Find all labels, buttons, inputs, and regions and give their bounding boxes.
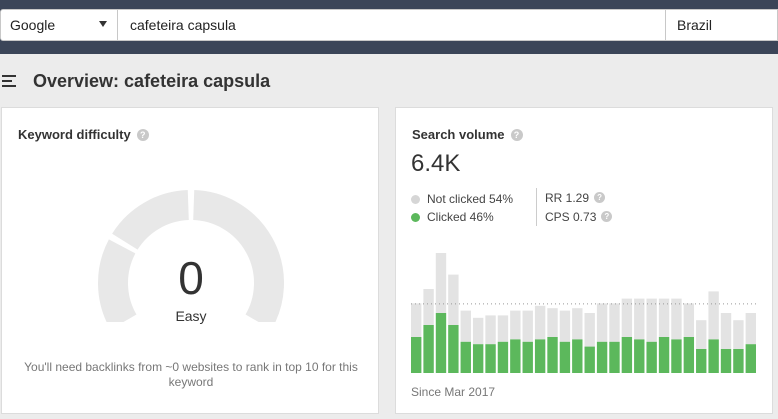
bar-not-clicked [683, 303, 695, 337]
bar-clicked [411, 337, 422, 373]
bar-clicked [696, 349, 707, 373]
bar-clicked [708, 339, 719, 373]
bar-not-clicked [634, 298, 645, 340]
keyword-difficulty-card: Keyword difficulty ? 0 Easy You'll need … [1, 107, 379, 414]
bar-clicked [720, 349, 732, 373]
bar-clicked [497, 341, 509, 373]
legend-clicked: Clicked 46% [411, 210, 494, 224]
bar-not-clicked [708, 291, 719, 340]
bar-clicked [621, 337, 633, 373]
chevron-down-icon[interactable] [99, 21, 107, 27]
bar-not-clicked [584, 313, 595, 347]
bar-not-clicked [510, 310, 521, 340]
bar-not-clicked [720, 313, 732, 349]
keyword-difficulty-title: Keyword difficulty [18, 127, 131, 142]
cps-value: CPS 0.73 [545, 209, 597, 224]
bar-clicked [522, 341, 533, 373]
bar-clicked [472, 344, 484, 373]
click-stats: RR 1.29 ? CPS 0.73 ? [536, 188, 613, 226]
bar-not-clicked [671, 298, 682, 340]
difficulty-score: 0 [178, 252, 204, 304]
difficulty-gauge [98, 190, 284, 322]
search-engine-select[interactable]: Google [0, 9, 118, 41]
cps-stat: CPS 0.73 ? [545, 207, 613, 226]
bar-not-clicked [745, 313, 756, 345]
bar-clicked [671, 339, 682, 373]
legend-not-clicked-label: Not clicked 54% [427, 192, 514, 206]
bar-not-clicked [485, 315, 496, 345]
country-value: Brazil [677, 17, 713, 33]
bar-not-clicked [733, 320, 744, 349]
bar-not-clicked [497, 315, 509, 342]
bar-clicked [435, 313, 447, 373]
bar-not-clicked [609, 303, 620, 342]
bar-not-clicked [658, 298, 670, 337]
difficulty-note: You'll need backlinks from ~0 websites t… [24, 360, 358, 389]
bar-not-clicked [572, 308, 583, 340]
bar-not-clicked [423, 289, 434, 325]
country-select[interactable]: Brazil [665, 9, 778, 41]
bar-clicked [646, 341, 657, 373]
bar-clicked [448, 325, 459, 373]
since-label: Since Mar 2017 [411, 385, 496, 399]
bar-clicked [460, 341, 471, 373]
bar-not-clicked [411, 303, 422, 337]
bar-not-clicked [547, 308, 558, 337]
bar-not-clicked [534, 305, 546, 340]
bar-clicked [510, 339, 521, 373]
bar-not-clicked [435, 253, 447, 313]
help-icon[interactable]: ? [510, 128, 523, 141]
rr-stat: RR 1.29 ? [545, 188, 612, 207]
gauge-segment-2 [112, 190, 190, 251]
bar-not-clicked [646, 298, 657, 342]
help-icon[interactable]: ? [594, 192, 606, 203]
legend-clicked-label: Clicked 46% [427, 210, 494, 224]
clicked-dot-icon [411, 212, 420, 222]
keyword-difficulty-title-row: Keyword difficulty ? [18, 127, 149, 142]
bar-clicked [683, 337, 695, 373]
legend-not-clicked: Not clicked 54% [411, 192, 513, 206]
page-header: Overview: cafeteira capsula [0, 62, 778, 102]
bar-clicked [485, 344, 496, 373]
bar-clicked [584, 346, 595, 373]
page-title: Overview: cafeteira capsula [33, 71, 271, 91]
bar-clicked [534, 339, 546, 373]
bar-clicked [423, 325, 434, 373]
top-search-bar: Google cafeteira capsula Brazil [0, 0, 778, 54]
bar-clicked [609, 341, 620, 373]
keyword-input[interactable]: cafeteira capsula [118, 9, 666, 41]
search-volume-title-row: Search volume ? [412, 127, 523, 142]
keyword-input-value: cafeteira capsula [130, 17, 236, 33]
search-volume-value: 6.4K [411, 150, 461, 177]
bar-clicked [572, 339, 583, 373]
rr-value: RR 1.29 [545, 190, 590, 205]
bar-clicked [559, 341, 571, 373]
bar-not-clicked [596, 303, 608, 342]
bar-not-clicked [621, 298, 633, 337]
bar-not-clicked [696, 320, 707, 349]
bar-not-clicked [448, 274, 459, 325]
gauge-segment-1 [192, 190, 284, 322]
difficulty-label: Easy [175, 308, 207, 324]
search-engine-value: Google [10, 17, 56, 33]
bar-not-clicked [460, 310, 471, 342]
bar-clicked [745, 344, 756, 373]
bar-clicked [634, 339, 645, 373]
search-volume-card: Search volume ? 6.4K Not clicked 54% Cli… [395, 107, 773, 414]
bar-clicked [596, 341, 608, 373]
search-volume-chart [411, 253, 758, 373]
bar-not-clicked [522, 310, 533, 342]
bar-clicked [547, 337, 558, 373]
search-volume-title: Search volume [412, 127, 505, 142]
help-icon[interactable]: ? [136, 128, 149, 141]
help-icon[interactable]: ? [601, 211, 613, 222]
bar-clicked [658, 337, 670, 373]
bar-not-clicked [559, 310, 571, 342]
menu-icon[interactable] [2, 75, 16, 87]
gauge-segment-3 [98, 239, 137, 322]
bar-not-clicked [472, 317, 484, 345]
bar-clicked [733, 349, 744, 373]
not-clicked-dot-icon [411, 194, 420, 204]
